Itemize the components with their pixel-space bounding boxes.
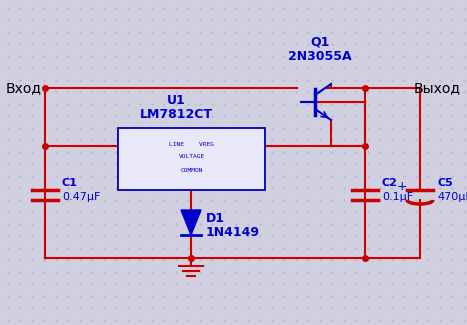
Text: 0.47μF: 0.47μF bbox=[62, 192, 100, 202]
Text: D1: D1 bbox=[206, 212, 225, 225]
Text: 2N3055A: 2N3055A bbox=[288, 49, 352, 62]
Text: 1N4149: 1N4149 bbox=[206, 226, 260, 239]
Polygon shape bbox=[181, 210, 201, 235]
Text: C1: C1 bbox=[62, 178, 78, 188]
Text: C2: C2 bbox=[382, 178, 398, 188]
Text: Q1: Q1 bbox=[310, 35, 330, 48]
Text: Вход: Вход bbox=[6, 81, 42, 95]
Text: COMMON: COMMON bbox=[180, 168, 203, 174]
Text: LINE    VREG: LINE VREG bbox=[169, 141, 214, 147]
Text: VOLTAGE: VOLTAGE bbox=[178, 154, 205, 160]
Text: C5: C5 bbox=[437, 178, 453, 188]
Text: 470μF: 470μF bbox=[437, 192, 467, 202]
Text: Выход: Выход bbox=[414, 81, 461, 95]
Text: LM7812CT: LM7812CT bbox=[140, 108, 213, 121]
Text: 0.1μF: 0.1μF bbox=[382, 192, 413, 202]
Text: +: + bbox=[396, 180, 407, 193]
Text: U1: U1 bbox=[167, 94, 186, 107]
Bar bbox=[118, 128, 265, 190]
